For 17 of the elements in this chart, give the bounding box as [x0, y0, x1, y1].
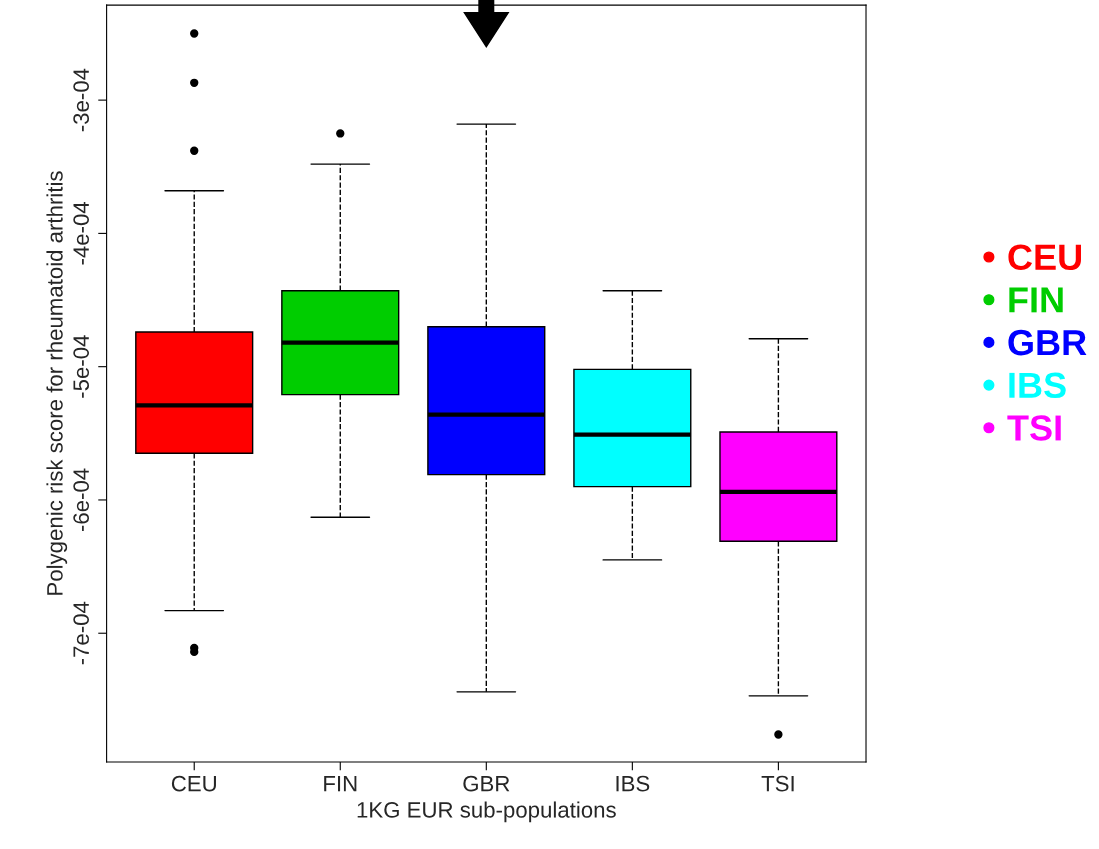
y-tick-label: -7e-04: [73, 601, 90, 665]
legend-label: CEU: [1008, 244, 1081, 270]
legend-label: TSI: [1007, 415, 1061, 441]
x-tick-label: FIN: [324, 775, 357, 792]
y-axis-title: Polygenic risk score for rheumatoid arthritis: [46, 171, 68, 595]
legend-label: FIN: [1009, 287, 1063, 313]
y-tick-label: -4e-04: [73, 201, 90, 265]
y-tick-label: -5e-04: [73, 335, 90, 398]
x-axis-title: 1KG EUR sub-populations: [357, 801, 616, 823]
x-tick-label: IBS: [616, 775, 650, 792]
x-tick-label: TSI: [761, 775, 794, 792]
legend-label: IBS: [1009, 372, 1066, 399]
y-tick-label: -3e-04: [73, 68, 90, 132]
y-tick-label: -6e-04: [73, 468, 90, 532]
x-tick-label: GBR: [463, 775, 510, 792]
legend-label: GBR: [1008, 329, 1087, 356]
x-tick-label: CEU: [171, 775, 216, 792]
